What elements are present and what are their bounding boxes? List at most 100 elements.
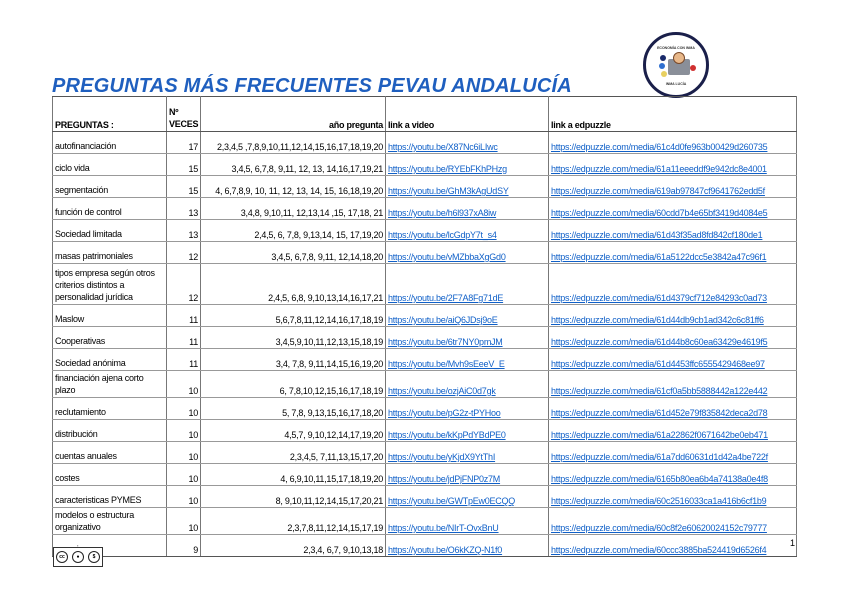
edpuzzle-link[interactable]: https://edpuzzle.com/media/61c4d0fe963b0… bbox=[551, 142, 768, 152]
veces-text: 12 bbox=[188, 293, 198, 303]
table-row: segmentación 15 4, 6,7,8,9, 10, 11, 12, 13… bbox=[52, 175, 797, 198]
veces-text: 10 bbox=[188, 386, 198, 396]
veces-cell: 13 bbox=[166, 219, 201, 242]
anios-cell: 2,3,4,5, 7,11,13,15,17,20 bbox=[200, 441, 386, 464]
table-row: caracteristicas PYMES 10 8, 9,10,11,12,14,… bbox=[52, 485, 797, 508]
anios-cell: 2,3,7,8,11,12,14,15,17,19 bbox=[200, 507, 386, 535]
video-cell: https://youtu.be/O6kKZQ-N1f0 bbox=[385, 534, 549, 557]
pregunta-text: financiación ajena corto plazo bbox=[55, 373, 144, 395]
video-cell: https://youtu.be/aiQ6JDsj9oE bbox=[385, 304, 549, 327]
edpuzzle-link[interactable]: https://edpuzzle.com/media/619ab97847cf9… bbox=[551, 186, 765, 196]
table-row: cuentas anuales 10 2,3,4,5, 7,11,13,15,17,… bbox=[52, 441, 797, 464]
edpuzzle-link[interactable]: https://edpuzzle.com/media/61a5122dcc5e3… bbox=[551, 252, 767, 262]
edpuzzle-link[interactable]: https://edpuzzle.com/media/61d4379cf712e… bbox=[551, 293, 767, 303]
video-link[interactable]: https://youtu.be/6tr7NY0pmJM bbox=[388, 337, 503, 347]
anios-cell: 5, 7,8, 9,13,15,16,17,18,20 bbox=[200, 397, 386, 420]
pregunta-cell: reclutamiento bbox=[52, 397, 167, 420]
edpuzzle-link[interactable]: https://edpuzzle.com/media/60ccc3885ba52… bbox=[551, 545, 767, 555]
video-link[interactable]: https://youtu.be/lcGdpY7t_s4 bbox=[388, 230, 497, 240]
video-link[interactable]: https://youtu.be/vMZbbaXgGd0 bbox=[388, 252, 506, 262]
pregunta-cell: Sociedad anónima bbox=[52, 348, 167, 371]
anios-text: 3,4,5, 6,7,8, 9,11, 12,14,18,20 bbox=[271, 252, 383, 262]
edpuzzle-cell: https://edpuzzle.com/media/60cdd7b4e65bf… bbox=[548, 197, 797, 220]
edpuzzle-cell: https://edpuzzle.com/media/61a7dd60631d1… bbox=[548, 441, 797, 464]
anios-text: 2,4,5, 6,8, 9,10,13,14,16,17,21 bbox=[268, 293, 383, 303]
anios-text: 2,3,4,5, 7,11,13,15,17,20 bbox=[289, 452, 383, 462]
header-video: link a video bbox=[385, 96, 549, 132]
video-cell: https://youtu.be/jdPjFNP0z7M bbox=[385, 463, 549, 486]
edpuzzle-link[interactable]: https://edpuzzle.com/media/61a11eeeddf9e… bbox=[551, 164, 767, 174]
veces-text: 10 bbox=[188, 523, 198, 533]
pregunta-cell: tipos empresa según otros criterios dist… bbox=[52, 263, 167, 305]
video-link[interactable]: https://youtu.be/yKjdX9YtThI bbox=[388, 452, 496, 462]
video-link[interactable]: https://youtu.be/aiQ6JDsj9oE bbox=[388, 315, 498, 325]
non-commercial-icon: $ bbox=[88, 551, 100, 563]
video-link[interactable]: https://youtu.be/X87Nc6iLIwc bbox=[388, 142, 498, 152]
anios-cell: 4, 6,7,8,9, 10, 11, 12, 13, 14, 15, 16,1… bbox=[200, 175, 386, 198]
header-edpuzzle: link a edpuzzle bbox=[548, 96, 797, 132]
anios-cell: 8, 9,10,11,12,14,15,17,20,21 bbox=[200, 485, 386, 508]
edpuzzle-link[interactable]: https://edpuzzle.com/media/61d43f35ad8fd… bbox=[551, 230, 763, 240]
veces-text: 11 bbox=[189, 359, 198, 369]
video-link[interactable]: https://youtu.be/Mvh9sEeeV_E bbox=[388, 359, 505, 369]
pregunta-text: distribución bbox=[55, 429, 98, 439]
video-link[interactable]: https://youtu.be/GhM3kAgUdSY bbox=[388, 186, 509, 196]
anios-text: 4, 6,7,8,9, 10, 11, 12, 13, 14, 15, 16,1… bbox=[215, 186, 383, 196]
edpuzzle-cell: https://edpuzzle.com/media/61a22862f0671… bbox=[548, 419, 797, 442]
anios-cell: 2,4,5, 6,8, 9,10,13,14,16,17,21 bbox=[200, 263, 386, 305]
anios-text: 3,4,5, 6,7,8, 9,11, 12, 13, 14,16,17,19,… bbox=[231, 164, 384, 174]
table-row: Sociedad anónima 11 3,4, 7,8, 9,11,14,15,1… bbox=[52, 348, 797, 371]
video-cell: https://youtu.be/2F7A8Fg71dE bbox=[385, 263, 549, 305]
cc-icon: cc bbox=[56, 551, 68, 563]
veces-cell: 9 bbox=[166, 534, 201, 557]
veces-cell: 11 bbox=[166, 326, 201, 349]
edpuzzle-link[interactable]: https://edpuzzle.com/media/60c2516033ca1… bbox=[551, 496, 767, 506]
edpuzzle-link[interactable]: https://edpuzzle.com/media/60c8f2e606200… bbox=[551, 523, 767, 533]
edpuzzle-link[interactable]: https://edpuzzle.com/media/6165b80ea6b4a… bbox=[551, 474, 768, 484]
pregunta-text: tipos empresa según otros criterios dist… bbox=[55, 268, 155, 302]
anios-cell: 2,4,5, 6, 7,8, 9,13,14, 15, 17,19,20 bbox=[200, 219, 386, 242]
pregunta-text: autofinanciación bbox=[55, 141, 117, 151]
edpuzzle-link[interactable]: https://edpuzzle.com/media/60cdd7b4e65bf… bbox=[551, 208, 768, 218]
video-link[interactable]: https://youtu.be/RYEbFKhPHzg bbox=[388, 164, 507, 174]
page-number: 1 bbox=[790, 538, 796, 548]
edpuzzle-cell: https://edpuzzle.com/media/619ab97847cf9… bbox=[548, 175, 797, 198]
edpuzzle-link[interactable]: https://edpuzzle.com/media/61a7dd60631d1… bbox=[551, 452, 768, 462]
anios-text: 4, 6,9,10,11,15,17,18,19,20 bbox=[280, 474, 383, 484]
anios-cell: 3,4,5, 6,7,8, 9,11, 12, 13, 14,16,17,19,… bbox=[200, 153, 386, 176]
pregunta-text: caracteristicas PYMES bbox=[55, 495, 142, 505]
veces-cell: 10 bbox=[166, 370, 201, 398]
questions-table: PREGUNTAS : Nº VECES año pregunta link a … bbox=[52, 96, 797, 557]
edpuzzle-cell: https://edpuzzle.com/media/61d43f35ad8fd… bbox=[548, 219, 797, 242]
anios-cell: 3,4,8, 9,10,11, 12,13,14 ,15, 17,18, 21 bbox=[200, 197, 386, 220]
video-link[interactable]: https://youtu.be/jdPjFNP0z7M bbox=[388, 474, 501, 484]
pregunta-text: Sociedad limitada bbox=[55, 229, 122, 239]
edpuzzle-link[interactable]: https://edpuzzle.com/media/61a22862f0671… bbox=[551, 430, 768, 440]
veces-text: 9 bbox=[193, 545, 198, 555]
anios-text: 3,4,5,9,10,11,12,13,15,18,19 bbox=[275, 337, 384, 347]
video-link[interactable]: https://youtu.be/ozjAiC0d7gk bbox=[388, 386, 496, 396]
veces-cell: 10 bbox=[166, 419, 201, 442]
video-link[interactable]: https://youtu.be/2F7A8Fg71dE bbox=[388, 293, 504, 303]
video-link[interactable]: https://youtu.be/kKpPdYBdPE0 bbox=[388, 430, 506, 440]
pregunta-cell: segmentación bbox=[52, 175, 167, 198]
edpuzzle-cell: https://edpuzzle.com/media/60ccc3885ba52… bbox=[548, 534, 797, 557]
video-link[interactable]: https://youtu.be/GWTpEw0ECQQ bbox=[388, 496, 516, 506]
veces-cell: 11 bbox=[166, 304, 201, 327]
edpuzzle-link[interactable]: https://edpuzzle.com/media/61d452e79f835… bbox=[551, 408, 768, 418]
video-link[interactable]: https://youtu.be/h6l937xA8iw bbox=[388, 208, 497, 218]
pregunta-text: costes bbox=[55, 473, 80, 483]
video-link[interactable]: https://youtu.be/O6kKZQ-N1f0 bbox=[388, 545, 503, 555]
video-link[interactable]: https://youtu.be/NIrT-OvxBnU bbox=[388, 523, 499, 533]
pregunta-cell: cuentas anuales bbox=[52, 441, 167, 464]
edpuzzle-link[interactable]: https://edpuzzle.com/media/61d4453ffc655… bbox=[551, 359, 765, 369]
video-cell: https://youtu.be/6tr7NY0pmJM bbox=[385, 326, 549, 349]
edpuzzle-link[interactable]: https://edpuzzle.com/media/61cf0a5bb5888… bbox=[551, 386, 768, 396]
edpuzzle-link[interactable]: https://edpuzzle.com/media/61d44b8c60ea6… bbox=[551, 337, 768, 347]
video-link[interactable]: https://youtu.be/pG2z-tPYHoo bbox=[388, 408, 501, 418]
table-row: masas patrimoniales 12 3,4,5, 6,7,8, 9,11,… bbox=[52, 241, 797, 264]
edpuzzle-cell: https://edpuzzle.com/media/61d452e79f835… bbox=[548, 397, 797, 420]
anios-cell: 2,3,4, 6,7, 9,10,13,18 bbox=[200, 534, 386, 557]
video-cell: https://youtu.be/Mvh9sEeeV_E bbox=[385, 348, 549, 371]
edpuzzle-link[interactable]: https://edpuzzle.com/media/61d44db9cb1ad… bbox=[551, 315, 764, 325]
